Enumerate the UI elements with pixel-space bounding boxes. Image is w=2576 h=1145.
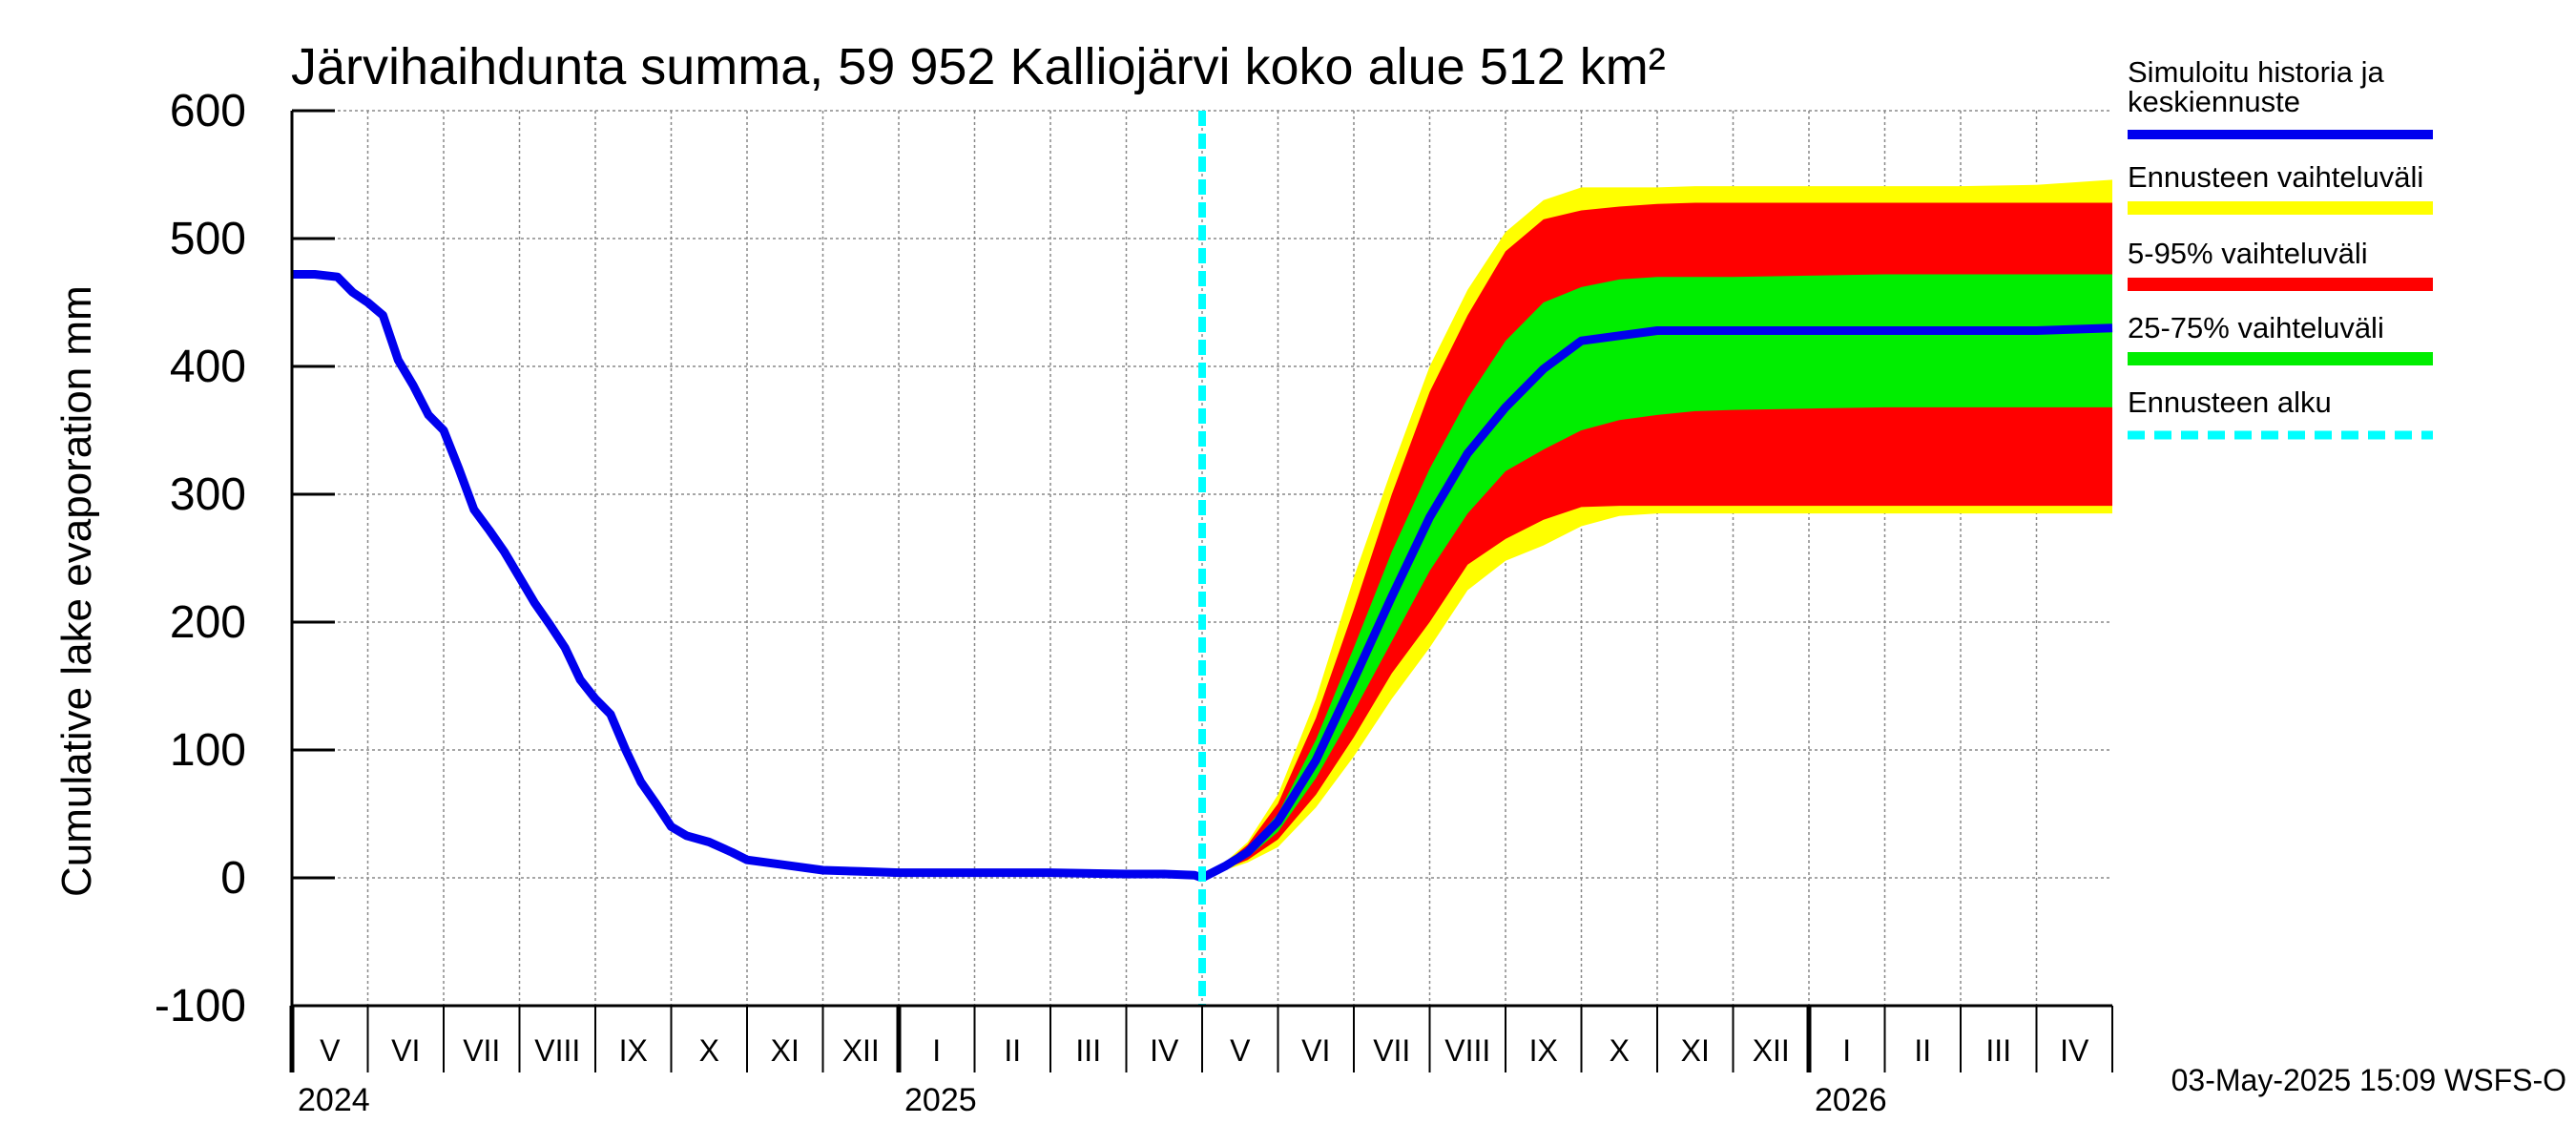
month-label: VIII: [1444, 1033, 1490, 1068]
y-tick-label: 0: [220, 853, 246, 904]
x-month-labels: V VI VII VIII IX X XI XII I II III IV V VI VII VIII IX X X…: [298, 1033, 2089, 1118]
legend: Simuloitu historia ja keskiennuste Ennus…: [2128, 55, 2433, 440]
month-label: I: [1842, 1033, 1851, 1068]
footer-timestamp: 03-May-2025 15:09 WSFS-O: [2171, 1063, 2566, 1097]
history-line: [292, 270, 1204, 883]
y-tick-labels: 600 500 400 300 200 100 0 -100: [155, 86, 246, 1031]
y-tick-label: 100: [170, 725, 246, 776]
month-label: XI: [1681, 1033, 1710, 1068]
y-tick-label: -100: [155, 981, 246, 1031]
month-label: X: [1610, 1033, 1630, 1068]
y-tick-label: 500: [170, 214, 246, 264]
month-label: IV: [1150, 1033, 1179, 1068]
y-tick-label: 400: [170, 342, 246, 392]
y-tick-label: 200: [170, 597, 246, 648]
month-label: X: [699, 1033, 719, 1068]
month-label: II: [1914, 1033, 1931, 1068]
month-label: VI: [1301, 1033, 1330, 1068]
month-label: XII: [1753, 1033, 1790, 1068]
legend-label-forecast-start: Ennusteen alku: [2128, 385, 2332, 419]
month-label: VIII: [534, 1033, 580, 1068]
year-label: 2025: [904, 1082, 977, 1118]
axes: [289, 109, 2113, 1072]
legend-label-25-75: 25-75% vaihteluväli: [2128, 311, 2384, 344]
month-label: V: [320, 1033, 341, 1068]
month-label: XII: [842, 1033, 880, 1068]
month-label: II: [1004, 1033, 1021, 1068]
month-label: V: [1230, 1033, 1251, 1068]
legend-label-5-95: 5-95% vaihteluväli: [2128, 237, 2368, 270]
year-label: 2024: [298, 1082, 370, 1118]
chart-title: Järvihaihdunta summa, 59 952 Kalliojärvi…: [291, 38, 1666, 95]
y-axis-label: Cumulative lake evaporation mm: [53, 285, 100, 897]
month-label: IX: [619, 1033, 648, 1068]
month-label: IX: [1529, 1033, 1558, 1068]
y-tick-label: 600: [170, 86, 246, 136]
series-lines: [292, 111, 2113, 1006]
year-label: 2026: [1815, 1082, 1887, 1118]
month-label: VI: [391, 1033, 420, 1068]
median-forecast-line: [1199, 323, 2113, 883]
legend-label-simulated-1: Simuloitu historia ja: [2128, 55, 2385, 89]
month-label: III: [1985, 1033, 2011, 1068]
y-tick-label: 300: [170, 469, 246, 520]
legend-label-range: Ennusteen vaihteluväli: [2128, 160, 2423, 194]
month-label: VII: [1373, 1033, 1410, 1068]
month-label: III: [1075, 1033, 1101, 1068]
month-label: VII: [463, 1033, 500, 1068]
month-label: XI: [771, 1033, 800, 1068]
legend-label-simulated-2: keskiennuste: [2128, 85, 2300, 118]
month-label: I: [932, 1033, 941, 1068]
month-label: IV: [2060, 1033, 2089, 1068]
